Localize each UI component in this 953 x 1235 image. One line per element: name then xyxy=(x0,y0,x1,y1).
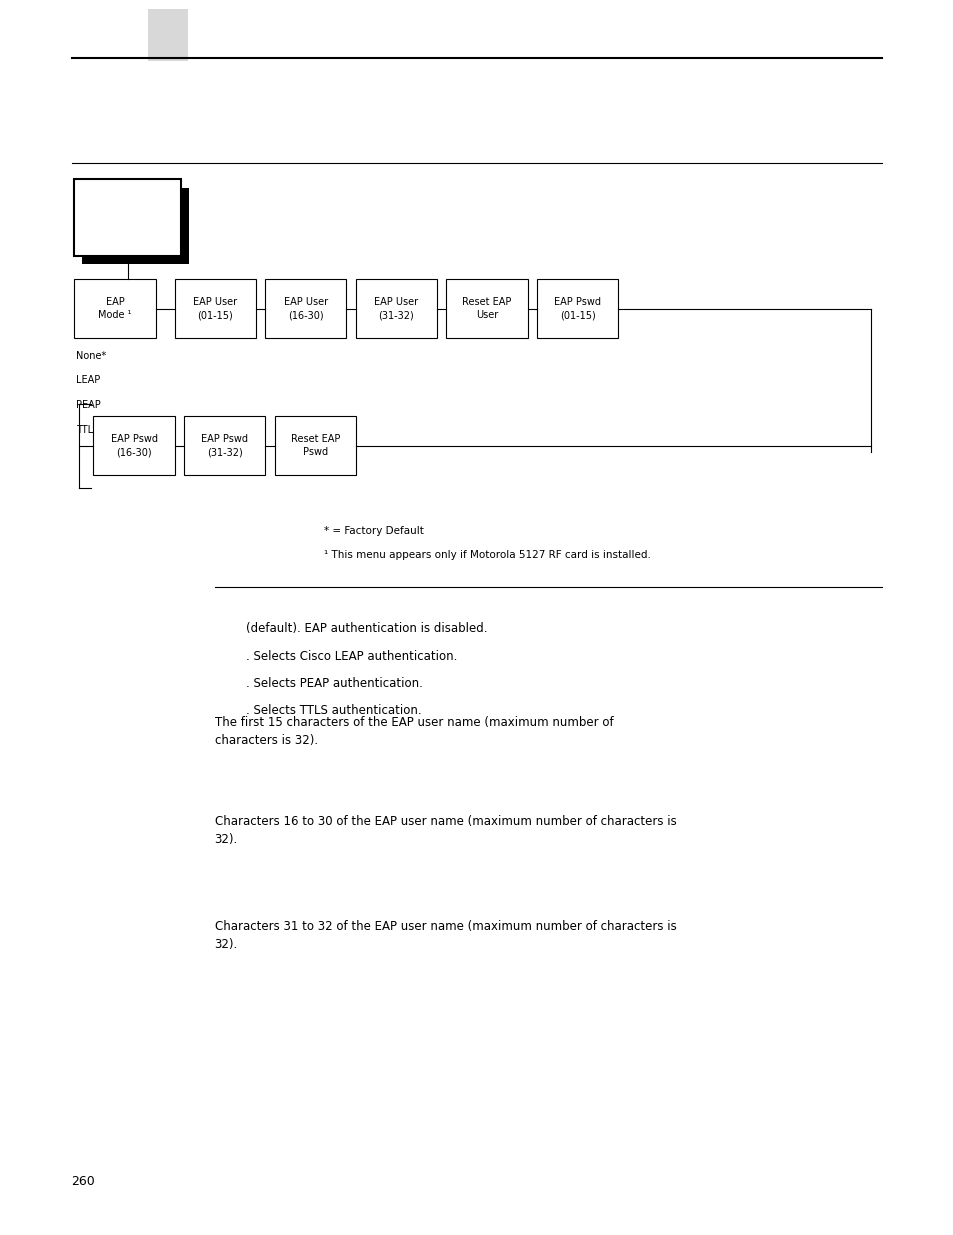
Bar xyxy=(355,279,436,338)
Bar xyxy=(93,416,174,475)
Text: . Selects Cisco LEAP authentication.: . Selects Cisco LEAP authentication. xyxy=(246,650,457,663)
Bar xyxy=(82,188,189,264)
Bar xyxy=(537,279,618,338)
Text: 260: 260 xyxy=(71,1174,95,1188)
Text: TTLS: TTLS xyxy=(76,425,99,435)
Text: Reset EAP
Pswd: Reset EAP Pswd xyxy=(291,435,339,457)
Text: (default). EAP authentication is disabled.: (default). EAP authentication is disable… xyxy=(246,622,487,636)
Bar xyxy=(274,416,355,475)
Bar xyxy=(174,279,255,338)
Text: . Selects PEAP authentication.: . Selects PEAP authentication. xyxy=(246,677,422,690)
Text: EAP
Mode ¹: EAP Mode ¹ xyxy=(98,298,132,320)
Text: LEAP: LEAP xyxy=(76,375,100,385)
Bar xyxy=(74,279,155,338)
Text: EAP User
(31-32): EAP User (31-32) xyxy=(374,298,418,320)
Text: PEAP: PEAP xyxy=(76,400,101,410)
Text: EAP Pswd
(01-15): EAP Pswd (01-15) xyxy=(554,298,600,320)
Text: . Selects TTLS authentication.: . Selects TTLS authentication. xyxy=(246,704,421,718)
Text: ¹ This menu appears only if Motorola 5127 RF card is installed.: ¹ This menu appears only if Motorola 512… xyxy=(324,550,651,559)
Bar xyxy=(74,179,181,256)
Text: EAP User
(16-30): EAP User (16-30) xyxy=(283,298,328,320)
Text: EAP User
(01-15): EAP User (01-15) xyxy=(193,298,237,320)
Text: EAP Pswd
(16-30): EAP Pswd (16-30) xyxy=(111,435,157,457)
Text: Characters 16 to 30 of the EAP user name (maximum number of characters is
32).: Characters 16 to 30 of the EAP user name… xyxy=(214,815,676,846)
Text: Characters 31 to 32 of the EAP user name (maximum number of characters is
32).: Characters 31 to 32 of the EAP user name… xyxy=(214,920,676,951)
Text: EAP Pswd
(31-32): EAP Pswd (31-32) xyxy=(201,435,248,457)
Text: None*: None* xyxy=(76,351,107,361)
Text: * = Factory Default: * = Factory Default xyxy=(324,526,424,536)
Text: Reset EAP
User: Reset EAP User xyxy=(462,298,511,320)
Bar xyxy=(184,416,265,475)
Bar xyxy=(148,9,188,61)
Text: The first 15 characters of the EAP user name (maximum number of
characters is 32: The first 15 characters of the EAP user … xyxy=(214,716,613,747)
Bar xyxy=(265,279,346,338)
Bar xyxy=(446,279,527,338)
